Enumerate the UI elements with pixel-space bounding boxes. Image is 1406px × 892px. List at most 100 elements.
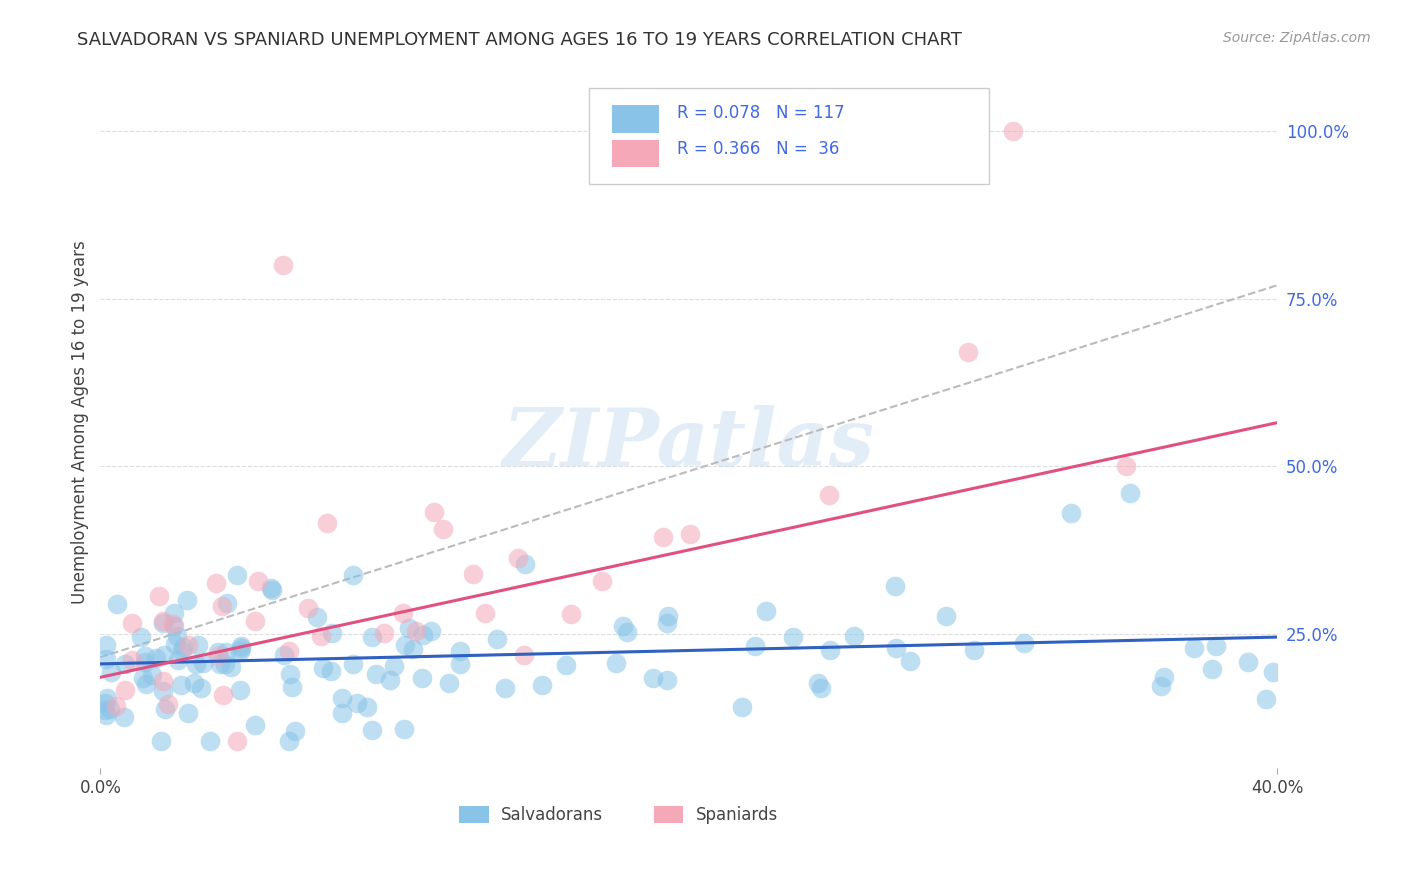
- FancyBboxPatch shape: [613, 105, 659, 133]
- Point: [94, 652, 117, 666]
- Point: [378, 673, 401, 688]
- Point: [1261, 665, 1284, 679]
- Point: [817, 488, 839, 502]
- Point: [330, 691, 353, 706]
- Point: [176, 593, 198, 607]
- Point: [93, 696, 115, 710]
- Point: [271, 258, 294, 272]
- Point: [260, 581, 283, 595]
- Point: [810, 681, 832, 695]
- Point: [485, 632, 508, 647]
- Point: [141, 668, 163, 682]
- Point: [167, 653, 190, 667]
- Point: [281, 680, 304, 694]
- Point: [319, 664, 342, 678]
- Point: [207, 645, 229, 659]
- Point: [898, 654, 921, 668]
- Point: [163, 619, 186, 633]
- Point: [412, 627, 434, 641]
- Point: [555, 658, 578, 673]
- Point: [423, 505, 446, 519]
- Point: [152, 616, 174, 631]
- Point: [183, 675, 205, 690]
- Point: [321, 626, 343, 640]
- Point: [342, 568, 364, 582]
- Point: [245, 717, 267, 731]
- Point: [449, 644, 471, 658]
- Point: [432, 523, 454, 537]
- Point: [94, 707, 117, 722]
- Point: [935, 609, 957, 624]
- Point: [361, 630, 384, 644]
- Point: [1237, 656, 1260, 670]
- Point: [312, 661, 335, 675]
- Point: [155, 702, 177, 716]
- Point: [114, 657, 136, 671]
- Point: [652, 530, 675, 544]
- Point: [411, 671, 433, 685]
- Point: [657, 609, 679, 624]
- Point: [419, 624, 441, 638]
- Point: [744, 639, 766, 653]
- Point: [461, 567, 484, 582]
- Point: [211, 599, 233, 614]
- Point: [217, 596, 239, 610]
- Point: [105, 698, 128, 713]
- Point: [382, 659, 405, 673]
- Point: [187, 638, 209, 652]
- Text: R = 0.366   N =  36: R = 0.366 N = 36: [678, 139, 839, 158]
- Point: [366, 667, 388, 681]
- Point: [114, 710, 136, 724]
- Point: [148, 590, 170, 604]
- Point: [132, 671, 155, 685]
- Point: [163, 606, 186, 620]
- FancyBboxPatch shape: [589, 87, 988, 185]
- Point: [94, 638, 117, 652]
- Point: [229, 644, 252, 658]
- Point: [342, 657, 364, 671]
- Point: [145, 650, 167, 665]
- Point: [755, 604, 778, 618]
- Text: ZIPatlas: ZIPatlas: [503, 405, 875, 482]
- Point: [153, 648, 176, 663]
- Point: [1256, 691, 1278, 706]
- Point: [94, 703, 117, 717]
- Point: [373, 626, 395, 640]
- Point: [176, 706, 198, 721]
- Point: [591, 574, 613, 589]
- Point: [612, 619, 634, 633]
- Point: [277, 644, 299, 658]
- Point: [135, 677, 157, 691]
- Point: [392, 722, 415, 736]
- Point: [513, 648, 536, 662]
- Point: [247, 574, 270, 588]
- Point: [284, 724, 307, 739]
- Y-axis label: Unemployment Among Ages 16 to 19 years: Unemployment Among Ages 16 to 19 years: [72, 241, 89, 605]
- Point: [1012, 636, 1035, 650]
- Point: [205, 575, 228, 590]
- Point: [297, 601, 319, 615]
- Point: [655, 673, 678, 687]
- Point: [226, 734, 249, 748]
- FancyBboxPatch shape: [613, 139, 659, 167]
- Point: [243, 614, 266, 628]
- Point: [260, 582, 283, 597]
- Point: [1119, 486, 1142, 500]
- Point: [114, 683, 136, 698]
- Point: [131, 630, 153, 644]
- Point: [405, 624, 427, 639]
- Point: [616, 624, 638, 639]
- Point: [214, 657, 236, 672]
- Point: [215, 645, 238, 659]
- Point: [531, 678, 554, 692]
- Point: [177, 638, 200, 652]
- Point: [560, 607, 582, 621]
- Point: [198, 734, 221, 748]
- Text: Salvadorans: Salvadorans: [501, 805, 603, 823]
- Point: [229, 682, 252, 697]
- Point: [1153, 671, 1175, 685]
- FancyBboxPatch shape: [460, 805, 489, 823]
- Point: [643, 671, 665, 685]
- Point: [225, 568, 247, 582]
- Point: [963, 643, 986, 657]
